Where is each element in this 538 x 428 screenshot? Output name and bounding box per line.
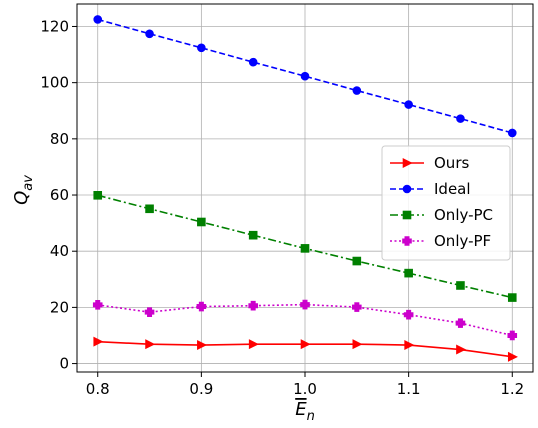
data-point-ours	[145, 339, 156, 350]
data-point-only-pc	[248, 230, 258, 240]
data-point-ours	[456, 344, 467, 355]
series-group	[92, 15, 518, 362]
y-tick-label: 40	[50, 242, 69, 260]
legend-box	[381, 145, 511, 261]
legend-item-ours: Ours	[390, 154, 469, 172]
data-point-only-pf	[144, 307, 155, 317]
data-point-ideal	[145, 29, 154, 39]
data-point-only-pf	[196, 301, 207, 312]
data-point-only-pc	[145, 204, 154, 214]
data-point-only-pf	[507, 330, 518, 341]
series-only-pf	[92, 299, 518, 341]
x-tick-label: 1.1	[397, 380, 421, 398]
data-point-ours	[352, 339, 363, 350]
legend-swatch-marker	[402, 236, 412, 246]
legend-item-ideal: Ideal	[390, 180, 471, 198]
data-point-only-pf	[455, 318, 466, 328]
y-tick-label: 0	[59, 355, 69, 373]
data-point-ideal	[93, 15, 103, 24]
data-point-ideal	[248, 57, 258, 67]
data-point-ours	[197, 340, 208, 351]
data-point-only-pf	[248, 300, 258, 311]
data-point-only-pc	[352, 256, 362, 266]
data-point-only-pc	[456, 281, 465, 290]
series-ours	[93, 336, 518, 362]
data-point-ideal	[197, 43, 206, 53]
y-axis-label: Qav	[11, 175, 36, 205]
x-tick-label: 1.2	[500, 380, 524, 398]
grid-lines	[77, 4, 533, 372]
legend-swatch-marker	[402, 210, 412, 220]
x-tick-label: 1.0	[293, 380, 317, 398]
x-axis-label: En	[295, 399, 315, 424]
x-tick-label: 0.9	[189, 380, 213, 398]
y-tick-label: 60	[50, 186, 69, 204]
axis-ticks: 0.8 0.9 1.0 1.1 1.2 0 20 40 60 80 100 120	[40, 17, 524, 398]
data-point-ours	[404, 340, 415, 351]
legend-item-only-pf: Only-PF	[390, 232, 491, 250]
data-point-ours	[300, 339, 311, 350]
data-point-only-pc	[507, 293, 517, 302]
series-only-pc	[93, 191, 517, 302]
data-point-ours	[507, 351, 518, 362]
data-point-ours	[93, 336, 104, 347]
data-point-only-pc	[300, 244, 310, 253]
legend-item-only-pc: Only-PC	[390, 206, 493, 224]
y-tick-label: 120	[40, 17, 69, 35]
data-point-only-pf	[92, 300, 103, 310]
data-point-ours	[248, 339, 259, 350]
y-tick-label: 80	[50, 130, 69, 148]
data-point-only-pc	[197, 217, 206, 227]
legend-swatch-marker	[402, 184, 412, 194]
data-point-ideal	[300, 71, 310, 81]
legend-swatch-marker	[402, 158, 413, 168]
y-axis-label-subscript: av	[21, 175, 36, 191]
legend: Ours Ideal Only-PC Only-PF	[381, 145, 511, 261]
data-point-ideal	[507, 128, 517, 138]
data-point-only-pc	[404, 268, 413, 278]
y-axis-label-base: Q	[11, 191, 32, 205]
legend-label: Ours	[434, 154, 469, 172]
x-axis-label-subscript: n	[307, 409, 315, 424]
x-tick-label: 0.8	[86, 380, 110, 398]
data-point-ideal	[404, 100, 413, 109]
data-point-only-pc	[93, 191, 103, 200]
data-point-only-pf	[300, 299, 310, 310]
legend-label: Ideal	[434, 180, 471, 198]
legend-label: Only-PF	[434, 232, 491, 250]
data-point-only-pf	[352, 302, 362, 312]
data-point-ideal	[352, 86, 362, 95]
series-ideal	[93, 15, 517, 138]
legend-items: Ours Ideal Only-PC Only-PF	[390, 154, 493, 250]
legend-label: Only-PC	[434, 206, 493, 224]
x-axis-label-base: E	[295, 399, 307, 420]
data-point-only-pf	[403, 309, 414, 320]
y-tick-label: 100	[40, 74, 69, 92]
y-tick-label: 20	[50, 298, 69, 316]
data-point-ideal	[456, 114, 465, 123]
